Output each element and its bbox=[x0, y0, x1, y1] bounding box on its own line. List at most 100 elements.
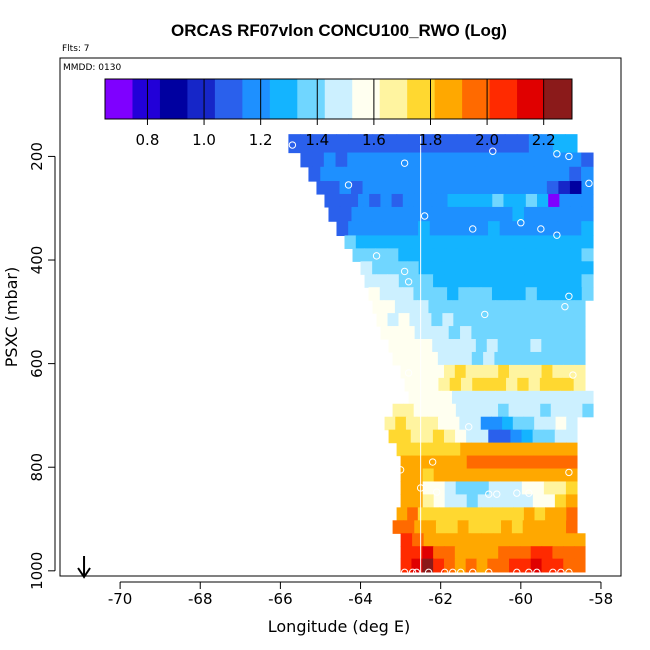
heat-cell bbox=[411, 558, 423, 573]
heat-cell bbox=[550, 351, 563, 366]
heat-cell bbox=[387, 274, 400, 288]
sample-point bbox=[561, 302, 569, 311]
heat-cell bbox=[464, 221, 477, 237]
heat-cell bbox=[492, 134, 506, 154]
heat-cell bbox=[379, 166, 393, 182]
heat-cell bbox=[374, 206, 387, 222]
heat-cell bbox=[369, 193, 382, 208]
heat-cell bbox=[541, 546, 554, 560]
heat-cell bbox=[360, 134, 374, 154]
heat-cell bbox=[534, 221, 547, 237]
heat-cell bbox=[491, 416, 503, 431]
heat-cell bbox=[403, 403, 415, 418]
heat-cell bbox=[581, 166, 594, 182]
heat-cell bbox=[498, 166, 511, 182]
heat-cell bbox=[399, 339, 412, 353]
heat-cell bbox=[379, 287, 392, 301]
heat-cell bbox=[382, 152, 395, 168]
colorbar-tick-label: 1.6 bbox=[362, 131, 386, 149]
sample-point bbox=[569, 371, 577, 379]
sample-point bbox=[344, 181, 353, 189]
heat-cell bbox=[336, 134, 350, 154]
heat-cell bbox=[362, 181, 375, 195]
heat-cell bbox=[410, 339, 422, 353]
colorbar-swatch bbox=[517, 79, 546, 119]
sample-point bbox=[565, 152, 573, 161]
heat-cell bbox=[488, 429, 500, 444]
heat-cell bbox=[439, 442, 451, 457]
heat-cell bbox=[565, 429, 578, 444]
heat-cell bbox=[563, 313, 575, 327]
heat-cell bbox=[487, 364, 499, 379]
heat-cell bbox=[581, 287, 594, 301]
heat-cell bbox=[453, 313, 465, 327]
heat-cell bbox=[420, 206, 433, 222]
colorbar-swatch bbox=[379, 79, 408, 119]
heat-cell bbox=[534, 416, 546, 431]
heat-cell bbox=[543, 455, 556, 470]
heat-cell bbox=[573, 313, 586, 327]
heat-cell bbox=[450, 166, 464, 182]
heat-cell bbox=[534, 507, 546, 521]
heat-cell bbox=[563, 364, 575, 379]
heat-cell bbox=[522, 520, 535, 534]
heat-cell bbox=[443, 364, 456, 379]
heat-cell bbox=[408, 181, 421, 195]
heat-cell bbox=[419, 390, 431, 405]
heat-cell bbox=[562, 377, 575, 392]
heat-cell bbox=[533, 520, 545, 534]
heat-cell bbox=[444, 468, 457, 483]
heat-cell bbox=[474, 166, 487, 182]
sample-point bbox=[489, 147, 497, 155]
heat-cell bbox=[421, 248, 434, 262]
heat-cell bbox=[581, 221, 594, 237]
heat-cell bbox=[466, 494, 479, 508]
heat-cell bbox=[422, 494, 435, 508]
heat-cell bbox=[335, 193, 348, 208]
heat-cell bbox=[488, 261, 501, 275]
heat-cell bbox=[335, 152, 348, 168]
heat-cell bbox=[499, 152, 512, 168]
heat-cell bbox=[466, 455, 479, 470]
heat-cell bbox=[517, 390, 529, 405]
heat-cell bbox=[406, 221, 419, 237]
heat-cell bbox=[486, 166, 499, 182]
heat-cell bbox=[456, 134, 470, 154]
heat-cell bbox=[498, 403, 510, 418]
colorbar-swatch bbox=[242, 79, 271, 119]
heat-cell bbox=[460, 351, 473, 366]
heat-cell bbox=[530, 364, 543, 379]
heat-cell bbox=[516, 134, 530, 154]
heat-cell bbox=[425, 520, 437, 534]
heat-cell bbox=[447, 193, 460, 208]
heat-cell bbox=[327, 181, 341, 195]
heat-cell bbox=[523, 206, 537, 222]
heat-cell bbox=[320, 166, 333, 182]
heat-cell bbox=[428, 507, 440, 521]
heat-cell bbox=[513, 274, 526, 288]
heat-cell bbox=[407, 261, 420, 275]
heat-cell bbox=[566, 520, 578, 534]
heat-cell bbox=[423, 235, 436, 249]
heat-cell bbox=[400, 533, 413, 547]
heat-cell bbox=[508, 339, 521, 353]
heat-cell bbox=[449, 377, 462, 392]
colorbar-swatch bbox=[105, 79, 133, 119]
y-tick-label: 400 bbox=[28, 246, 46, 275]
heat-cell bbox=[400, 235, 413, 249]
heat-cell bbox=[460, 326, 472, 340]
heat-cell bbox=[494, 351, 507, 366]
heat-cell bbox=[418, 261, 431, 275]
heat-cell bbox=[562, 351, 575, 366]
heat-cell bbox=[443, 546, 456, 560]
heat-cell bbox=[546, 261, 559, 275]
colorbar-tick-label: 1.2 bbox=[249, 131, 273, 149]
heat-cell bbox=[506, 390, 518, 405]
heat-cell bbox=[375, 248, 388, 262]
heat-cell bbox=[422, 468, 435, 483]
heat-cell bbox=[398, 274, 411, 288]
heat-cell bbox=[499, 481, 512, 496]
heat-cell bbox=[426, 166, 440, 182]
heat-cell bbox=[570, 287, 583, 301]
heat-cell bbox=[521, 468, 534, 483]
